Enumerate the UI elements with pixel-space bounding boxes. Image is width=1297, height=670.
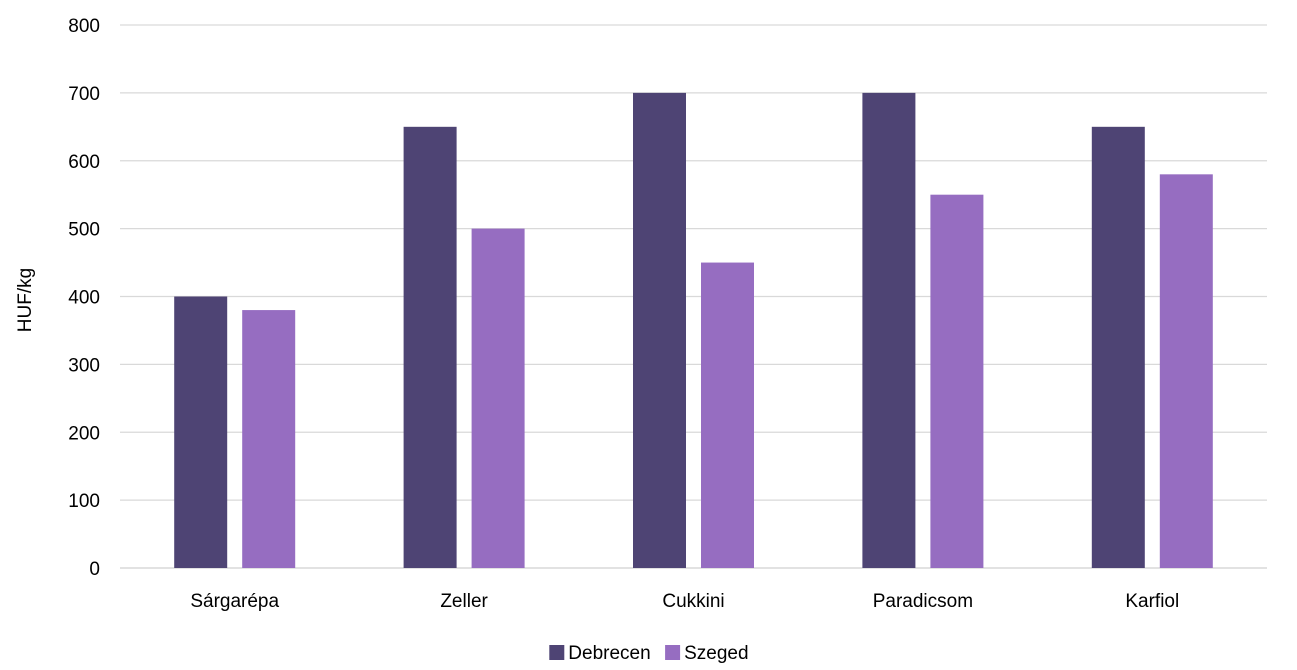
x-tick-label: Sárgarépa (190, 591, 279, 612)
bar-szeged-1 (471, 228, 525, 568)
bar-debrecen-3 (862, 92, 916, 568)
legend-label-szeged: Szeged (684, 643, 748, 664)
legend-label-debrecen: Debrecen (568, 643, 650, 664)
y-axis-ticks: 0 100 200 300 400 500 600 700 800 (68, 16, 100, 580)
legend-swatch-szeged (665, 645, 681, 660)
gridlines (120, 24, 1267, 569)
legend-swatch-debrecen (549, 645, 565, 660)
bar-szeged-3 (930, 194, 984, 568)
y-tick-label: 100 (68, 491, 100, 512)
y-tick-label: 500 (68, 220, 100, 241)
y-tick-label: 800 (68, 16, 100, 37)
bar-debrecen-1 (403, 126, 457, 568)
x-tick-label: Paradicsom (873, 591, 973, 612)
y-tick-label: 600 (68, 152, 100, 173)
legend: Debrecen Szeged (549, 643, 749, 664)
bars (174, 92, 1213, 568)
x-tick-label: Zeller (440, 591, 488, 612)
bar-szeged-2 (701, 262, 754, 568)
x-axis-ticks: Sárgarépa Zeller Cukkini Paradicsom Karfiol (190, 591, 1179, 612)
y-tick-label: 0 (89, 559, 100, 580)
x-tick-label: Cukkini (662, 591, 724, 612)
bar-debrecen-4 (1091, 126, 1145, 568)
bar-debrecen-2 (633, 92, 686, 568)
bar-szeged-4 (1159, 174, 1213, 568)
y-tick-label: 200 (68, 423, 100, 444)
bar-debrecen-0 (174, 296, 228, 568)
y-tick-label: 300 (68, 355, 100, 376)
bar-szeged-0 (242, 310, 296, 568)
y-tick-label: 700 (68, 84, 100, 105)
x-tick-label: Karfiol (1125, 591, 1179, 612)
y-axis-label: HUF/kg (15, 268, 36, 332)
y-tick-label: 400 (68, 288, 100, 309)
